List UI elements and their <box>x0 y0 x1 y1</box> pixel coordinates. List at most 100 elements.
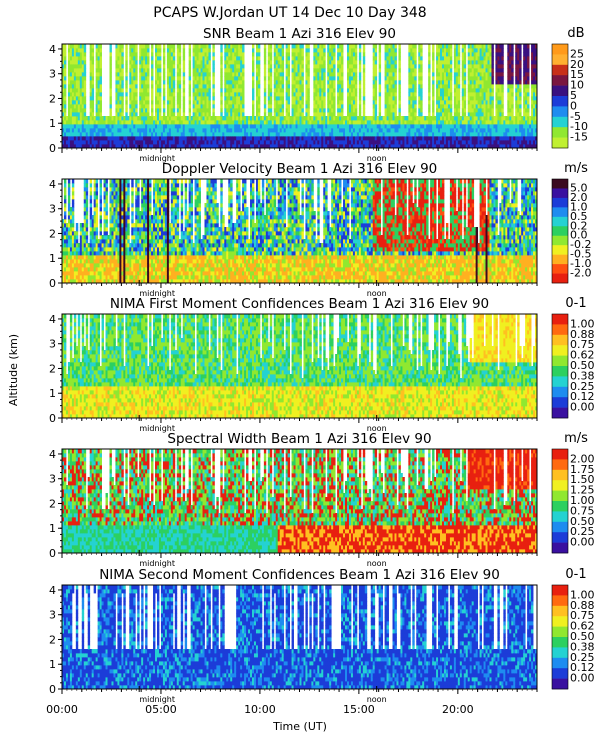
heatmap-cell <box>333 100 335 104</box>
heatmap-cell <box>282 72 284 76</box>
heatmap-cell <box>220 84 222 88</box>
heatmap-cell <box>414 64 416 68</box>
heatmap-cell <box>323 88 325 92</box>
heatmap-cell <box>110 48 112 52</box>
heatmap-cell <box>100 104 102 108</box>
heatmap-cell <box>147 108 149 112</box>
heatmap-cell <box>84 104 86 108</box>
heatmap-cell <box>491 56 493 60</box>
heatmap-cell <box>189 108 191 112</box>
heatmap-cell <box>212 84 214 88</box>
heatmap-cell <box>288 48 290 52</box>
heatmap-cell <box>110 56 112 60</box>
heatmap-cell <box>64 112 66 116</box>
heatmap-cell <box>288 92 290 96</box>
heatmap-cell <box>121 112 123 116</box>
heatmap-cell <box>242 108 244 112</box>
heatmap-cell <box>450 84 452 88</box>
heatmap-cell <box>179 72 181 76</box>
heatmap-cell <box>501 84 503 88</box>
heatmap-cell <box>420 80 422 84</box>
heatmap-cell <box>511 100 513 104</box>
heatmap-cell <box>135 108 137 112</box>
heatmap-cell <box>450 76 452 80</box>
heatmap-cell <box>458 88 460 92</box>
heatmap-cell <box>458 96 460 100</box>
heatmap-cell <box>464 92 466 96</box>
heatmap-cell <box>307 96 309 100</box>
heatmap-cell <box>179 100 181 104</box>
heatmap-cell <box>179 68 181 72</box>
heatmap-cell <box>264 92 266 96</box>
heatmap-cell <box>163 72 165 76</box>
heatmap-cell <box>359 76 361 80</box>
heatmap-cell <box>208 104 210 108</box>
heatmap-cell <box>333 48 335 52</box>
x-axis-label: Time (UT) <box>272 720 327 733</box>
heatmap-cell <box>163 96 165 100</box>
heatmap-cell <box>163 44 165 48</box>
heatmap-cell <box>173 44 175 48</box>
heatmap-cell <box>270 76 272 80</box>
heatmap-cell <box>179 108 181 112</box>
heatmap-cell <box>375 80 377 84</box>
heatmap-cell <box>242 64 244 68</box>
heatmap-cell <box>375 112 377 116</box>
heatmap-cell <box>379 52 381 56</box>
heatmap-cell <box>151 88 153 92</box>
heatmap-cell <box>208 84 210 88</box>
heatmap-cell <box>355 56 357 60</box>
heatmap-cell <box>147 80 149 84</box>
heatmap-cell <box>264 104 266 108</box>
heatmap-cell <box>208 96 210 100</box>
heatmap-cell <box>110 108 112 112</box>
heatmap-cell <box>252 80 254 84</box>
heatmap-cell <box>395 96 397 100</box>
heatmap-cell <box>242 52 244 56</box>
heatmap-cell <box>179 92 181 96</box>
heatmap-cell <box>432 48 434 52</box>
heatmap-cell <box>208 60 210 64</box>
heatmap-cell <box>527 112 529 116</box>
heatmap-cell <box>163 112 165 116</box>
heatmap-cell <box>121 68 123 72</box>
heatmap-cell <box>121 60 123 64</box>
heatmap-cell <box>379 92 381 96</box>
heatmap-cell <box>220 48 222 52</box>
heatmap-cell <box>92 52 94 56</box>
heatmap-cell <box>258 48 260 52</box>
heatmap-cell <box>398 104 400 108</box>
panels-group: SNR Beam 1 Azi 316 Elev 90 dB01234midnigh… <box>49 26 595 704</box>
heatmap-cell <box>464 76 466 80</box>
figure-title: PCAPS W.Jordan UT 14 Dec 10 Day 348 <box>153 5 426 21</box>
heatmap-cell <box>414 112 416 116</box>
heatmap-cell <box>288 44 290 48</box>
heatmap-cell <box>183 72 185 76</box>
heatmap-cell <box>458 68 460 72</box>
heatmap-cell <box>252 56 254 60</box>
heatmap-cell <box>432 76 434 80</box>
heatmap-cell <box>379 60 381 64</box>
heatmap-cell <box>151 76 153 80</box>
heatmap-cell <box>501 68 503 72</box>
heatmap-cell <box>414 72 416 76</box>
heatmap-cell <box>355 52 357 56</box>
heatmap-cell <box>282 80 284 84</box>
heatmap-cell <box>208 48 210 52</box>
heatmap-cell <box>189 80 191 84</box>
heatmap-cell <box>135 76 137 80</box>
y-tick-label: 1 <box>49 117 56 130</box>
heatmap-cell <box>527 84 529 88</box>
heatmap-cell <box>527 72 529 76</box>
heatmap-cell <box>355 84 357 88</box>
heatmap-cell <box>100 92 102 96</box>
heatmap-cell <box>307 84 309 88</box>
heatmap-cell <box>501 52 503 56</box>
heatmap-cell <box>398 92 400 96</box>
heatmap-cell <box>110 80 112 84</box>
heatmap-cell <box>163 56 165 60</box>
heatmap-cell <box>258 100 260 104</box>
heatmap-cell <box>428 80 430 84</box>
heatmap-cell <box>173 84 175 88</box>
heatmap-cell <box>242 76 244 80</box>
